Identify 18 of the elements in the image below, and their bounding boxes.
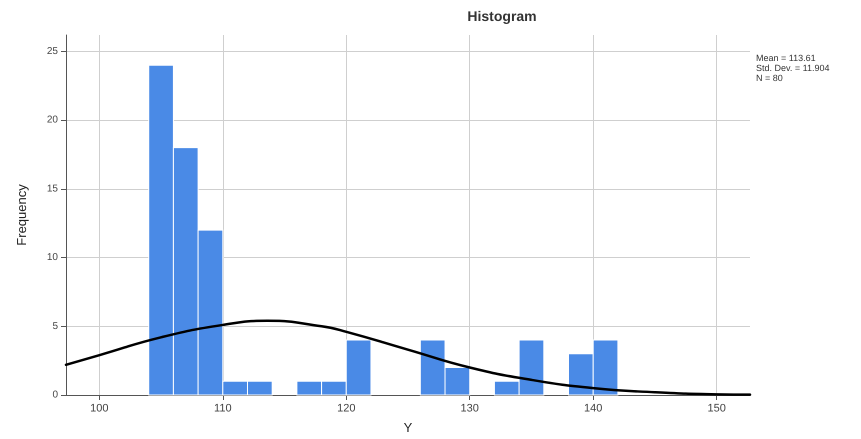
y-tick-label: 5 [52,320,58,332]
x-tick-label: 120 [337,402,356,414]
text: N = 80 [756,73,783,83]
chart-title: Histogram [467,8,537,24]
x-tick-label: 150 [707,402,726,414]
text: Mean = 113.61 [756,53,816,63]
x-tick-label: 100 [90,402,109,414]
x-tick-label: 110 [214,402,232,414]
x-tick-label: 130 [460,402,479,414]
y-tick-label: 0 [52,390,58,400]
x-tick-label: 140 [584,402,602,414]
y-axis-title: Frequency [14,184,29,246]
y-tick-label: 15 [46,183,58,194]
x-axis-title: Y [404,420,413,435]
text: Std. Dev. = 11.904 [756,63,830,73]
y-tick-label: 20 [46,114,58,126]
y-tick-label: 10 [46,252,58,264]
y-tick-label: 25 [46,46,58,57]
